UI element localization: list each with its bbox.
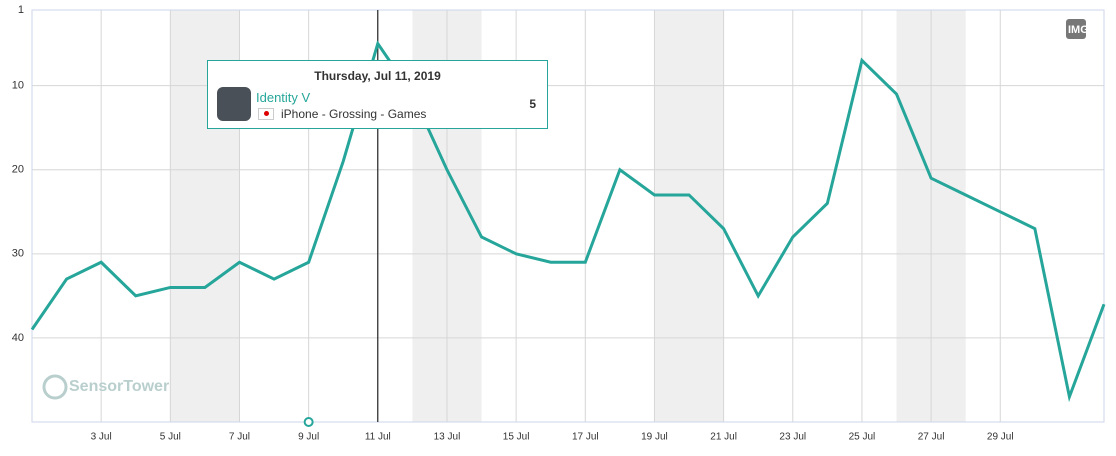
y-tick-label: 20 bbox=[12, 164, 24, 176]
x-tick-label: 5 Jul bbox=[160, 432, 181, 443]
x-tick-label: 15 Jul bbox=[503, 432, 530, 443]
x-tick-label: 19 Jul bbox=[641, 432, 668, 443]
x-tick-label: 27 Jul bbox=[918, 432, 945, 443]
series-line bbox=[30, 40, 1106, 403]
tooltip: Thursday, Jul 11, 2019 Identity V iPhone… bbox=[207, 60, 548, 129]
x-tick-label: 21 Jul bbox=[710, 432, 737, 443]
image-button[interactable] bbox=[1066, 19, 1086, 39]
app-icon bbox=[217, 87, 251, 121]
weekend-band bbox=[654, 10, 724, 422]
plot-border bbox=[31, 9, 1105, 423]
grid: 1 10 20 30 40 3 Jul 5 Jul 7 Jul 9 Jul 11 Jul 13 Ju… bbox=[12, 4, 1105, 443]
y-tick-label: 1 bbox=[18, 4, 24, 16]
tooltip-date: Thursday, Jul 11, 2019 bbox=[314, 69, 441, 83]
x-tick-label: 3 Jul bbox=[91, 432, 112, 443]
watermark-logo bbox=[42, 374, 68, 400]
y-tick-label: 10 bbox=[12, 80, 24, 92]
y-tick-label: 40 bbox=[12, 332, 24, 344]
x-tick-label: 25 Jul bbox=[849, 432, 876, 443]
x-tick-label: 7 Jul bbox=[229, 432, 250, 443]
x-tick-label: 9 Jul bbox=[298, 432, 319, 443]
y-tick-label: 30 bbox=[12, 248, 24, 260]
tooltip-subtitle: iPhone - Grossing - Games bbox=[281, 107, 427, 121]
annotation-marker bbox=[303, 417, 314, 427]
x-tick-label: 17 Jul bbox=[572, 432, 599, 443]
image-button-label[interactable]: IMG bbox=[1068, 24, 1089, 36]
watermark: SensorTower bbox=[69, 378, 169, 395]
flag bbox=[258, 108, 274, 120]
x-tick-label: 29 Jul bbox=[987, 432, 1014, 443]
x-tick-label: 23 Jul bbox=[779, 432, 806, 443]
x-tick-label: 11 Jul bbox=[365, 432, 391, 443]
tooltip-value: 5 bbox=[529, 97, 536, 111]
app-name[interactable]: Identity V bbox=[256, 90, 311, 105]
x-tick-label: 13 Jul bbox=[434, 432, 461, 443]
